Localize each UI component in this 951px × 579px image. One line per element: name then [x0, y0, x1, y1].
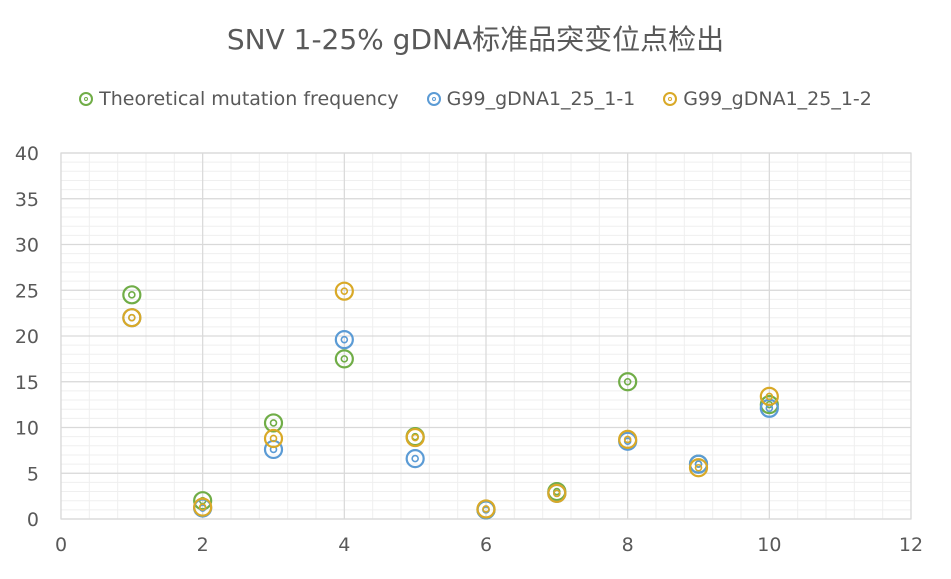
data-point-core-s2 [128, 313, 136, 322]
data-point-core-s0 [623, 377, 632, 386]
data-point-core-s2 [482, 505, 490, 513]
data-point-s2 [618, 429, 638, 449]
legend-item-theoretical: Theoretical mutation frequency [79, 88, 399, 110]
legend-label-g99-1-1: G99_gDNA1_25_1-1 [446, 88, 636, 110]
y-tick-label: 15 [15, 372, 39, 394]
legend-label-g99-1-2: G99_gDNA1_25_1-2 [683, 88, 872, 110]
y-tick-label: 40 [15, 143, 39, 165]
data-point-s2 [193, 497, 213, 517]
data-point-core-s0 [340, 355, 349, 363]
chart-legend: Theoretical mutation frequency G99_gDNA1… [0, 88, 951, 110]
x-tick-label: 12 [899, 534, 923, 556]
data-point-s2 [547, 483, 567, 503]
y-tick-label: 0 [27, 509, 39, 531]
legend-item-g99-1-1: G99_gDNA1_25_1-1 [426, 88, 636, 110]
x-tick-label: 8 [622, 534, 634, 556]
data-point-core-s0 [128, 291, 136, 299]
data-point-core-s2 [198, 503, 207, 511]
y-tick-label: 30 [15, 235, 39, 257]
x-tick-label: 0 [55, 534, 67, 556]
data-point-core-s0 [269, 419, 278, 427]
data-point-core-s2 [269, 434, 278, 443]
data-point-core-s2 [765, 392, 774, 401]
y-tick-label: 10 [15, 418, 39, 440]
y-tick-label: 35 [15, 189, 39, 211]
data-point-s0 [193, 491, 213, 511]
data-point-s2 [263, 428, 284, 449]
y-tick-label: 20 [15, 326, 39, 348]
data-point-core-s1 [340, 335, 349, 344]
data-point-core-s2 [553, 489, 561, 498]
data-point-core-s1 [694, 460, 703, 468]
legend-label-theoretical: Theoretical mutation frequency [99, 88, 399, 110]
data-point-core-s2 [411, 433, 419, 442]
data-point-core-s1 [411, 454, 419, 463]
data-point-core-s2 [340, 287, 349, 295]
legend-marker-g99-1-2 [663, 92, 678, 106]
data-point-s0 [122, 285, 142, 305]
legend-marker-theoretical [79, 92, 94, 106]
data-point-s0 [263, 413, 284, 433]
data-point-s2 [688, 458, 709, 478]
legend-marker-g99-1-1 [426, 92, 441, 106]
data-point-s2 [334, 281, 354, 301]
data-point-s2 [405, 427, 425, 448]
data-point-s2 [759, 386, 779, 406]
y-tick-label: 5 [27, 463, 39, 485]
data-point-s2 [122, 308, 142, 328]
data-point-core-s2 [694, 463, 703, 472]
data-point-s1 [405, 449, 425, 469]
x-tick-label: 2 [197, 534, 209, 556]
legend-item-g99-1-2: G99_gDNA1_25_1-2 [663, 88, 872, 110]
data-point-s0 [334, 349, 354, 369]
y-tick-label: 25 [15, 280, 39, 302]
data-point-s2 [476, 499, 496, 519]
x-tick-label: 6 [480, 534, 492, 556]
chart-title: SNV 1-25% gDNA标准品突变位点检出 [226, 23, 725, 56]
data-point-core-s2 [623, 435, 632, 444]
data-point-s1 [334, 330, 354, 350]
data-point-s0 [618, 372, 638, 392]
x-tick-label: 4 [338, 534, 350, 556]
x-tick-label: 10 [757, 534, 781, 556]
